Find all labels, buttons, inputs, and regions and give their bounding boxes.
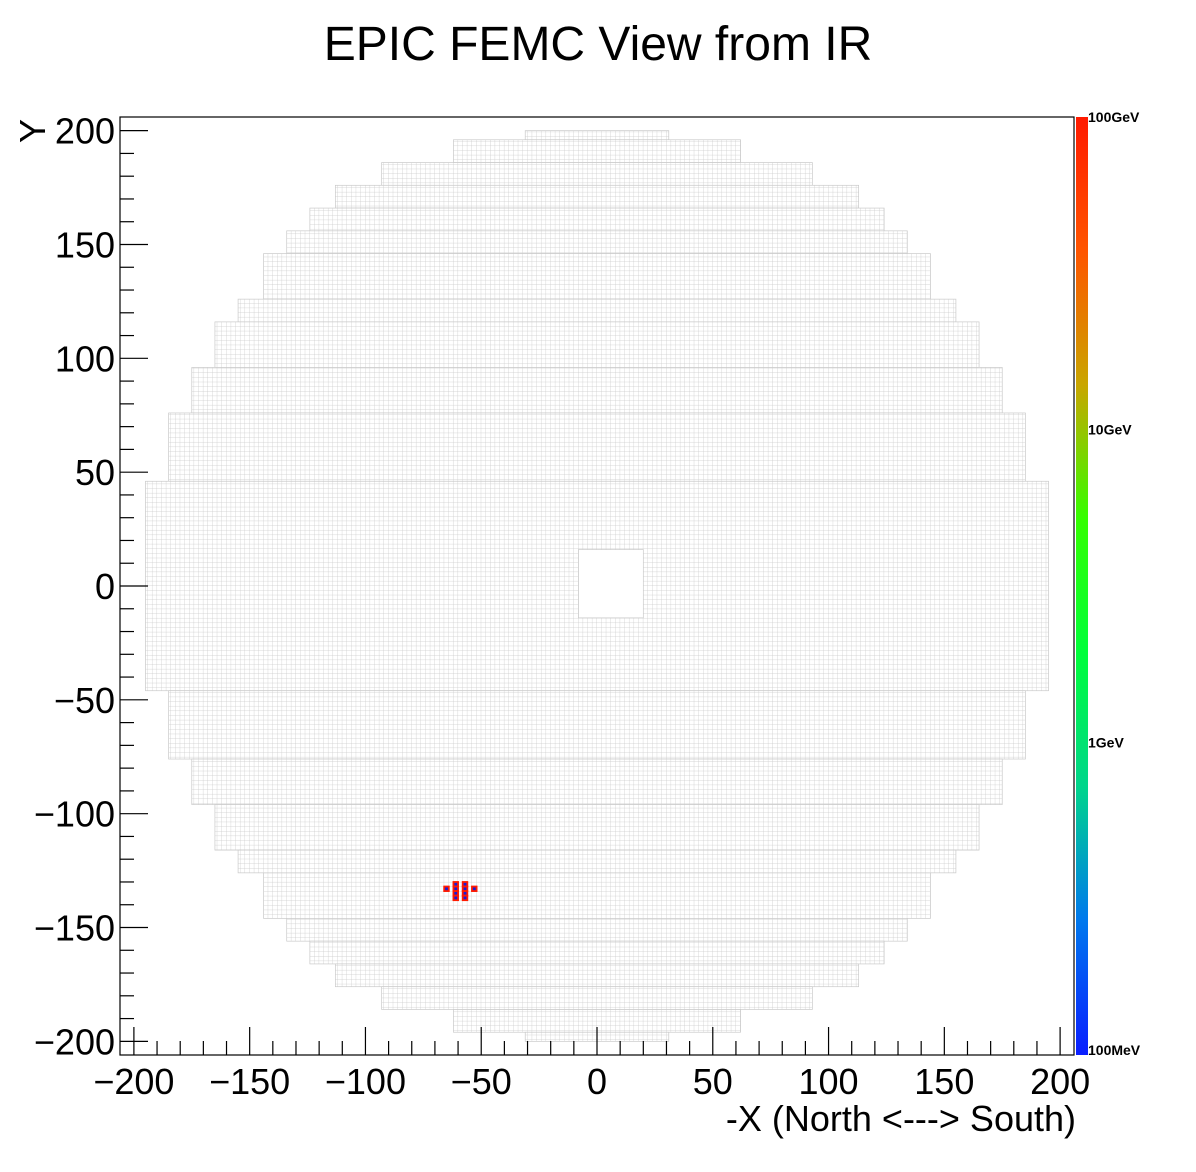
detector-row-cells-17 — [286, 918, 908, 942]
detector-row-cells-9 — [191, 367, 1003, 413]
x-axis-label: -X (North <---> South) — [726, 1098, 1076, 1139]
y-tick-label: 150 — [55, 224, 115, 265]
x-tick-label: 200 — [1030, 1061, 1090, 1102]
y-tick-label: 50 — [75, 452, 115, 493]
x-tick-label: −150 — [209, 1061, 290, 1102]
colorbar — [1076, 117, 1088, 1055]
detector-row-cells-12 — [168, 690, 1026, 760]
detector-row-cells-15 — [238, 850, 956, 873]
x-tick-label: −50 — [451, 1061, 512, 1102]
hit-cell-8 — [452, 894, 459, 902]
hit-cells — [443, 881, 478, 902]
detector-row-cells-5 — [286, 230, 908, 254]
detector-row-cells-8 — [214, 321, 980, 368]
colorbar-label: 100MeV — [1088, 1042, 1141, 1058]
detector-row-cells-1 — [453, 139, 741, 163]
detector-row-cells-14 — [214, 804, 980, 851]
beam-pipe-hole — [578, 549, 644, 619]
detector-row-cells-3 — [335, 185, 859, 209]
y-tick-label: −150 — [34, 908, 115, 949]
detector-row-cells-7 — [238, 299, 956, 322]
x-tick-label: 150 — [914, 1061, 974, 1102]
detector-row-cells-21 — [453, 1009, 741, 1033]
chart-title: EPIC FEMC View from IR — [324, 18, 873, 71]
detector-row-cells-16 — [263, 872, 931, 919]
detector-row-cells-4 — [309, 208, 885, 231]
x-tick-label: 0 — [587, 1061, 607, 1102]
hit-cell-2 — [443, 885, 450, 892]
x-tick-label: −100 — [325, 1061, 406, 1102]
y-tick-label: 200 — [55, 111, 115, 152]
colorbar-labels: 100GeV 10GeV 1GeV 100MeV — [1088, 109, 1141, 1058]
x-tick-label: −200 — [93, 1061, 174, 1102]
detector-row-cells-18 — [309, 941, 885, 964]
detector-row-cells-6 — [263, 253, 931, 300]
detector-row-cells-0 — [525, 130, 669, 140]
y-tick-label: −50 — [54, 680, 115, 721]
detector-cells — [145, 130, 1049, 1042]
y-axis-label: Y — [12, 119, 53, 143]
detector-row-cells-10 — [168, 412, 1026, 482]
y-tick-label: −100 — [34, 794, 115, 835]
x-tick-label: 50 — [693, 1061, 733, 1102]
colorbar-label: 100GeV — [1088, 109, 1140, 125]
colorbar-label: 1GeV — [1088, 734, 1124, 750]
y-tick-label: 0 — [95, 566, 115, 607]
y-tick-label: −200 — [34, 1021, 115, 1062]
hit-cell-9 — [461, 894, 469, 902]
colorbar-label: 10GeV — [1088, 422, 1132, 438]
detector-row-cells-19 — [335, 963, 859, 987]
y-axis: −200 −150 −100 −50 0 50 100 150 200 — [34, 111, 148, 1062]
detector-row-cells-20 — [381, 986, 813, 1010]
hit-cell-5 — [471, 885, 478, 892]
x-tick-label: 100 — [799, 1061, 859, 1102]
detector-row-cells-2 — [381, 162, 813, 186]
x-axis: −200 −150 −100 −50 0 50 100 150 200 — [93, 1027, 1090, 1102]
y-tick-label: 100 — [55, 338, 115, 379]
detector-row-cells-13 — [191, 759, 1003, 805]
